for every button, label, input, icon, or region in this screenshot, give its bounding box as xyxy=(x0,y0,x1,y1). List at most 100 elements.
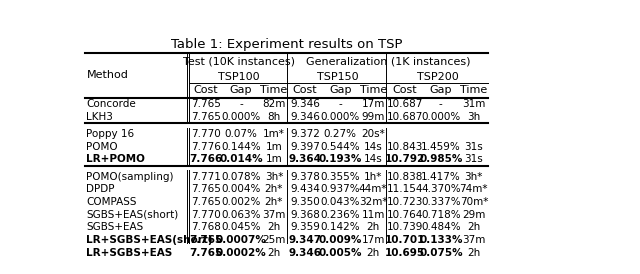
Text: 2h: 2h xyxy=(268,247,280,258)
Text: Cost: Cost xyxy=(392,85,417,95)
Text: 9.359: 9.359 xyxy=(290,222,320,232)
Text: 0.236%: 0.236% xyxy=(321,210,360,219)
Text: 0.07%: 0.07% xyxy=(225,129,257,139)
Text: 14s: 14s xyxy=(364,154,383,164)
Text: 17m: 17m xyxy=(362,99,385,109)
Text: 0.484%: 0.484% xyxy=(421,222,461,232)
Text: COMPASS: COMPASS xyxy=(86,197,137,207)
Text: 2h: 2h xyxy=(467,247,481,258)
Text: LR+SGBS+EAS: LR+SGBS+EAS xyxy=(86,247,173,258)
Text: 9.378: 9.378 xyxy=(290,172,320,182)
Text: TSP150: TSP150 xyxy=(317,72,359,82)
Text: 0.000%: 0.000% xyxy=(321,112,360,122)
Text: Gap: Gap xyxy=(429,85,452,95)
Text: 2h: 2h xyxy=(367,247,380,258)
Text: 0.133%: 0.133% xyxy=(419,235,463,245)
Text: 3h*: 3h* xyxy=(465,172,483,182)
Text: 37m: 37m xyxy=(262,210,285,219)
Text: 0.045%: 0.045% xyxy=(221,222,260,232)
Text: 9.434: 9.434 xyxy=(290,184,320,194)
Text: 9.346: 9.346 xyxy=(290,99,320,109)
Text: Gap: Gap xyxy=(329,85,351,95)
Text: 9.346: 9.346 xyxy=(290,112,320,122)
Text: 0.009%: 0.009% xyxy=(319,235,362,245)
Text: 0.0007%: 0.0007% xyxy=(216,235,266,245)
Text: 7.765: 7.765 xyxy=(191,99,221,109)
Text: 25m: 25m xyxy=(262,235,285,245)
Text: -: - xyxy=(339,99,342,109)
Text: 10.764: 10.764 xyxy=(387,210,423,219)
Text: 10.838: 10.838 xyxy=(387,172,423,182)
Text: Time: Time xyxy=(360,85,387,95)
Text: 0.144%: 0.144% xyxy=(221,142,260,152)
Text: 0.142%: 0.142% xyxy=(321,222,360,232)
Text: 11.154: 11.154 xyxy=(387,184,423,194)
Text: Table 1: Experiment results on TSP: Table 1: Experiment results on TSP xyxy=(171,38,403,51)
Text: 7.770: 7.770 xyxy=(191,129,221,139)
Text: LR+SGBS+EAS(short): LR+SGBS+EAS(short) xyxy=(86,235,213,245)
Text: 14s: 14s xyxy=(364,142,383,152)
Text: 10.723: 10.723 xyxy=(387,197,423,207)
Text: 74m*: 74m* xyxy=(460,184,488,194)
Text: 0.075%: 0.075% xyxy=(419,247,463,258)
Text: 31s: 31s xyxy=(465,154,483,164)
Text: 0.004%: 0.004% xyxy=(221,184,260,194)
Text: 9.397: 9.397 xyxy=(290,142,320,152)
Text: 0.193%: 0.193% xyxy=(319,154,362,164)
Text: Poppy 16: Poppy 16 xyxy=(86,129,134,139)
Text: 0.000%: 0.000% xyxy=(421,112,460,122)
Text: 7.766: 7.766 xyxy=(189,154,222,164)
Text: 20s*: 20s* xyxy=(361,129,385,139)
Text: 44m*: 44m* xyxy=(359,184,387,194)
Text: 2h: 2h xyxy=(268,222,280,232)
Text: DPDP: DPDP xyxy=(86,184,115,194)
Text: 0.27%: 0.27% xyxy=(324,129,356,139)
Text: SGBS+EAS(short): SGBS+EAS(short) xyxy=(86,210,179,219)
Text: 10.792: 10.792 xyxy=(385,154,425,164)
Text: 31m: 31m xyxy=(462,99,486,109)
Text: 8h: 8h xyxy=(268,112,280,122)
Text: POMO: POMO xyxy=(86,142,118,152)
Text: 17m: 17m xyxy=(362,235,385,245)
Text: 82m: 82m xyxy=(262,99,285,109)
Text: 0.544%: 0.544% xyxy=(321,142,360,152)
Text: -: - xyxy=(239,99,243,109)
Text: 29m: 29m xyxy=(462,210,486,219)
Text: 10.701: 10.701 xyxy=(385,235,425,245)
Text: TSP200: TSP200 xyxy=(417,72,459,82)
Text: 9.368: 9.368 xyxy=(290,210,320,219)
Text: 7.765: 7.765 xyxy=(191,184,221,194)
Text: 0.985%: 0.985% xyxy=(419,154,463,164)
Text: 9.346: 9.346 xyxy=(289,247,321,258)
Text: 2h: 2h xyxy=(467,222,481,232)
Text: Time: Time xyxy=(460,85,488,95)
Text: 99m: 99m xyxy=(362,112,385,122)
Text: 7.765: 7.765 xyxy=(189,235,222,245)
Text: 2h*: 2h* xyxy=(265,184,283,194)
Text: POMO(sampling): POMO(sampling) xyxy=(86,172,174,182)
Text: 70m*: 70m* xyxy=(460,197,488,207)
Text: 10.695: 10.695 xyxy=(385,247,425,258)
Text: 10.687: 10.687 xyxy=(387,99,423,109)
Text: 7.768: 7.768 xyxy=(191,222,221,232)
Text: Concorde: Concorde xyxy=(86,99,136,109)
Text: LR+POMO: LR+POMO xyxy=(86,154,145,164)
Text: 0.937%: 0.937% xyxy=(321,184,360,194)
Text: -: - xyxy=(439,99,443,109)
Text: 7.771: 7.771 xyxy=(191,172,221,182)
Text: 0.000%: 0.000% xyxy=(221,112,260,122)
Text: 1h*: 1h* xyxy=(364,172,382,182)
Text: Test (10K instances): Test (10K instances) xyxy=(183,57,295,67)
Text: 11m: 11m xyxy=(362,210,385,219)
Text: 1m*: 1m* xyxy=(263,129,285,139)
Text: 2h*: 2h* xyxy=(265,197,283,207)
Text: 7.765: 7.765 xyxy=(191,112,221,122)
Text: 0.002%: 0.002% xyxy=(221,197,260,207)
Text: 0.043%: 0.043% xyxy=(321,197,360,207)
Text: 10.739: 10.739 xyxy=(387,222,423,232)
Text: 9.350: 9.350 xyxy=(290,197,320,207)
Text: 32m*: 32m* xyxy=(359,197,387,207)
Text: 2h: 2h xyxy=(367,222,380,232)
Text: 7.776: 7.776 xyxy=(191,142,221,152)
Text: LKH3: LKH3 xyxy=(86,112,113,122)
